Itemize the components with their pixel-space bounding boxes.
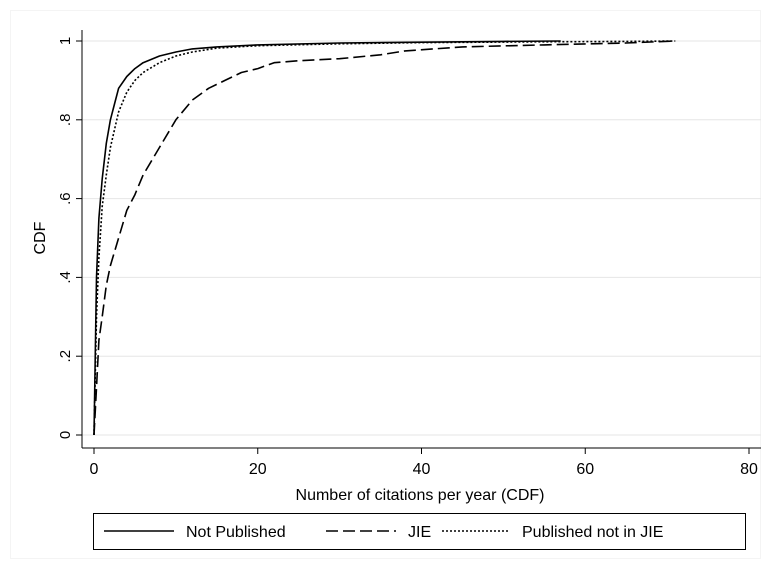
grid-layer — [82, 40, 761, 436]
y-tick-label: 0 — [57, 431, 74, 439]
legend-box — [93, 513, 746, 550]
x-tick-label: 40 — [413, 461, 431, 478]
axis-layer: 0 .2 .4 .6 .8 1 0 20 40 60 80 — [57, 30, 761, 478]
series-line-2 — [93, 40, 676, 436]
legend-label-3: Published not in JIE — [522, 524, 663, 541]
x-tick-label: 80 — [740, 461, 758, 478]
x-axis-label: Number of citations per year (CDF) — [296, 487, 545, 504]
x-tick-label: 60 — [576, 461, 594, 478]
y-tick-label: .4 — [57, 271, 74, 284]
y-tick-label: .6 — [57, 192, 74, 205]
x-tick-label: 0 — [90, 461, 99, 478]
legend-label-1: Not Published — [186, 524, 286, 541]
y-axis-label: CDF — [32, 221, 49, 254]
series-layer — [93, 40, 676, 436]
chart-border — [10, 10, 761, 559]
series-line-1 — [93, 40, 561, 436]
x-tick-label: 20 — [249, 461, 267, 478]
legend-label-2: JIE — [408, 524, 431, 541]
y-tick-label: .2 — [57, 350, 74, 363]
legend: Not Published JIE Published not in JIE — [93, 513, 746, 550]
y-tick-label: 1 — [57, 37, 74, 45]
y-tick-label: .8 — [57, 114, 74, 127]
series-line-3 — [93, 40, 676, 436]
